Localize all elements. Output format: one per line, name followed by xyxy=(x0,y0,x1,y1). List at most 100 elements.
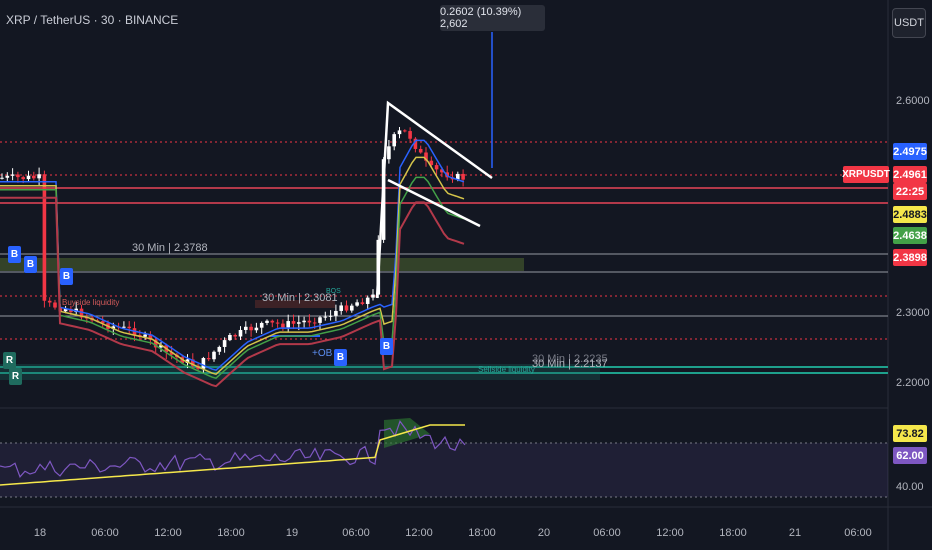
candle-body xyxy=(26,175,31,180)
x-label: 21 xyxy=(788,527,802,539)
candle-body xyxy=(286,321,290,328)
liquidity-label: Sellside liquidity xyxy=(478,365,535,374)
candle-body xyxy=(397,130,402,135)
candle-body xyxy=(233,334,237,337)
x-label: 18:00 xyxy=(468,527,496,539)
candle-body xyxy=(328,315,333,317)
candle-body xyxy=(434,165,439,170)
candle-body xyxy=(339,305,343,311)
supply-zone xyxy=(255,300,335,308)
candle-body xyxy=(360,302,365,304)
rsi-overbought-fill xyxy=(384,418,430,448)
rsi-band xyxy=(0,443,888,497)
candle-body xyxy=(461,173,465,180)
candle-body xyxy=(318,317,322,323)
candle-body xyxy=(344,305,349,311)
buy-signal[interactable]: B xyxy=(60,268,73,285)
candle-body xyxy=(63,308,68,312)
candle-body xyxy=(307,320,312,323)
candle-body xyxy=(275,322,280,324)
candle-body xyxy=(350,305,354,311)
ob-label: +OB xyxy=(312,348,333,359)
candle-body xyxy=(392,134,396,147)
countdown-badge: 22:25 xyxy=(893,183,927,200)
buy-signal[interactable]: B xyxy=(8,246,21,263)
price-badge-last: 2.4961 xyxy=(893,166,927,183)
candle-body xyxy=(42,174,47,301)
candle-body xyxy=(21,177,25,180)
candle-body xyxy=(37,174,41,179)
x-label: 06:00 xyxy=(342,527,370,539)
sell-signal[interactable]: R xyxy=(9,368,22,385)
x-label: 12:00 xyxy=(405,527,433,539)
candle-body xyxy=(456,173,460,180)
candle-body xyxy=(424,152,428,161)
x-label: 12:00 xyxy=(154,527,182,539)
x-label: 12:00 xyxy=(656,527,684,539)
candle-body xyxy=(265,320,269,323)
buy-signal[interactable]: B xyxy=(380,338,393,355)
candle-body xyxy=(312,322,317,324)
rsi-line xyxy=(0,420,466,478)
candle-body xyxy=(408,131,412,139)
level-label: 30 Min | 2.3081 xyxy=(262,292,338,304)
rsi-value-badge: 62.00 xyxy=(893,447,927,464)
x-label: 19 xyxy=(285,527,299,539)
moving-average-line xyxy=(0,156,465,376)
y-label: 2.2000 xyxy=(896,377,930,389)
candle-body xyxy=(418,148,423,153)
candle-body xyxy=(159,345,163,348)
symbol-tag: XRPUSDT xyxy=(842,166,890,183)
candle-body xyxy=(143,334,147,337)
candle-body xyxy=(185,359,190,363)
candle-body xyxy=(153,339,158,348)
candle-body xyxy=(355,302,359,306)
candle-body xyxy=(79,308,84,318)
candle-body xyxy=(47,300,52,303)
candle-body xyxy=(249,326,253,331)
candle-body xyxy=(191,359,195,366)
measure-tooltip: 0.2602 (10.39%) 2,602 xyxy=(440,5,545,31)
buy-signal[interactable]: B xyxy=(24,256,37,273)
candle-body xyxy=(371,294,375,298)
x-label: 06:00 xyxy=(844,527,872,539)
price-badge-green: 2.4638 xyxy=(893,227,927,244)
x-label: 06:00 xyxy=(91,527,119,539)
candle-body xyxy=(16,174,20,178)
candle-body xyxy=(254,327,259,331)
y-label: 40.00 xyxy=(896,481,924,493)
candle-body xyxy=(32,175,36,179)
price-badge-red: 2.3898 xyxy=(893,249,927,266)
candle-body xyxy=(387,146,391,160)
chart-title: XRP / TetherUS · 30 · BINANCE xyxy=(6,13,179,27)
sell-signal[interactable]: R xyxy=(3,352,16,369)
candle-body xyxy=(291,321,296,324)
currency-button[interactable]: USDT xyxy=(892,8,926,38)
candle-body xyxy=(365,297,370,304)
candle-body xyxy=(111,326,116,329)
level-label: 30 Min | 2.2137 xyxy=(532,358,608,370)
candle-body xyxy=(440,169,444,173)
price-badge-blue: 2.4975 xyxy=(893,143,927,160)
y-label: 2.6000 xyxy=(896,95,930,107)
moving-average-line xyxy=(0,196,465,388)
rsi-ma-line xyxy=(0,424,465,486)
candle-body xyxy=(169,352,174,355)
bos-label: BOS xyxy=(326,288,341,295)
candle-body xyxy=(222,340,227,347)
x-label: 18:00 xyxy=(719,527,747,539)
liquidity-label: Buyside liquidity xyxy=(62,298,120,307)
candle-body xyxy=(429,160,434,166)
candle-body xyxy=(228,334,232,341)
x-label: 06:00 xyxy=(593,527,621,539)
candle-body xyxy=(403,130,407,132)
candle-body xyxy=(302,320,306,323)
x-label: 20 xyxy=(537,527,551,539)
buy-signal[interactable]: B xyxy=(334,349,347,366)
candle-body xyxy=(5,175,10,178)
candle-body xyxy=(244,326,248,330)
candle-body xyxy=(334,310,338,316)
candle-body xyxy=(10,174,15,176)
candle-body xyxy=(100,321,105,324)
